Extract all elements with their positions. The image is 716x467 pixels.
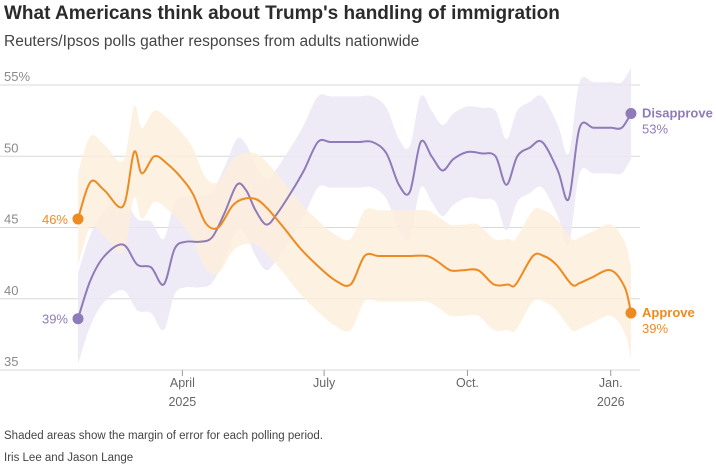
x-tick-label-oct: Oct. (456, 376, 479, 390)
x-tick-label-april: April (170, 376, 195, 390)
disapprove-end-point (625, 108, 637, 119)
x-tick-year-2026: 2026 (597, 395, 625, 409)
byline: Iris Lee and Jason Lange (4, 452, 134, 464)
y-tick-label-45: 45 (4, 212, 18, 227)
disapprove-start-point (72, 313, 84, 325)
approve-end-point (625, 307, 637, 319)
margin-of-error-bands (78, 67, 631, 365)
series-lines (77, 112, 632, 320)
disapprove-start-label: 39% (42, 312, 68, 327)
y-tick-label-50: 50 (4, 140, 18, 155)
y-tick-label-55: 55% (4, 69, 30, 84)
x-tick-label-july: July (313, 376, 336, 390)
disapprove-series-name: Disapprove (642, 106, 713, 121)
approve-band (78, 105, 631, 359)
disapprove-end-label: 53% (642, 122, 668, 137)
disapprove-band (78, 67, 631, 365)
y-tick-label-35: 35 (4, 354, 18, 369)
footnote: Shaded areas show the margin of error fo… (4, 430, 323, 442)
approve-series-name: Approve (642, 305, 695, 320)
approve-start-label: 46% (42, 212, 68, 227)
x-axis: April 2025 July Oct. Jan. 2026 (168, 370, 625, 409)
page-title: What Americans think about Trump's handl… (4, 3, 560, 24)
x-tick-label-jan: Jan. (599, 376, 623, 390)
page-subtitle: Reuters/Ipsos polls gather responses fro… (4, 33, 420, 50)
disapprove-line (77, 112, 632, 320)
approve-end-label: 39% (642, 321, 668, 336)
y-tick-label-40: 40 (4, 283, 18, 298)
approve-line (77, 150, 632, 314)
x-tick-year-2025: 2025 (168, 395, 196, 409)
approve-start-point (72, 213, 84, 225)
